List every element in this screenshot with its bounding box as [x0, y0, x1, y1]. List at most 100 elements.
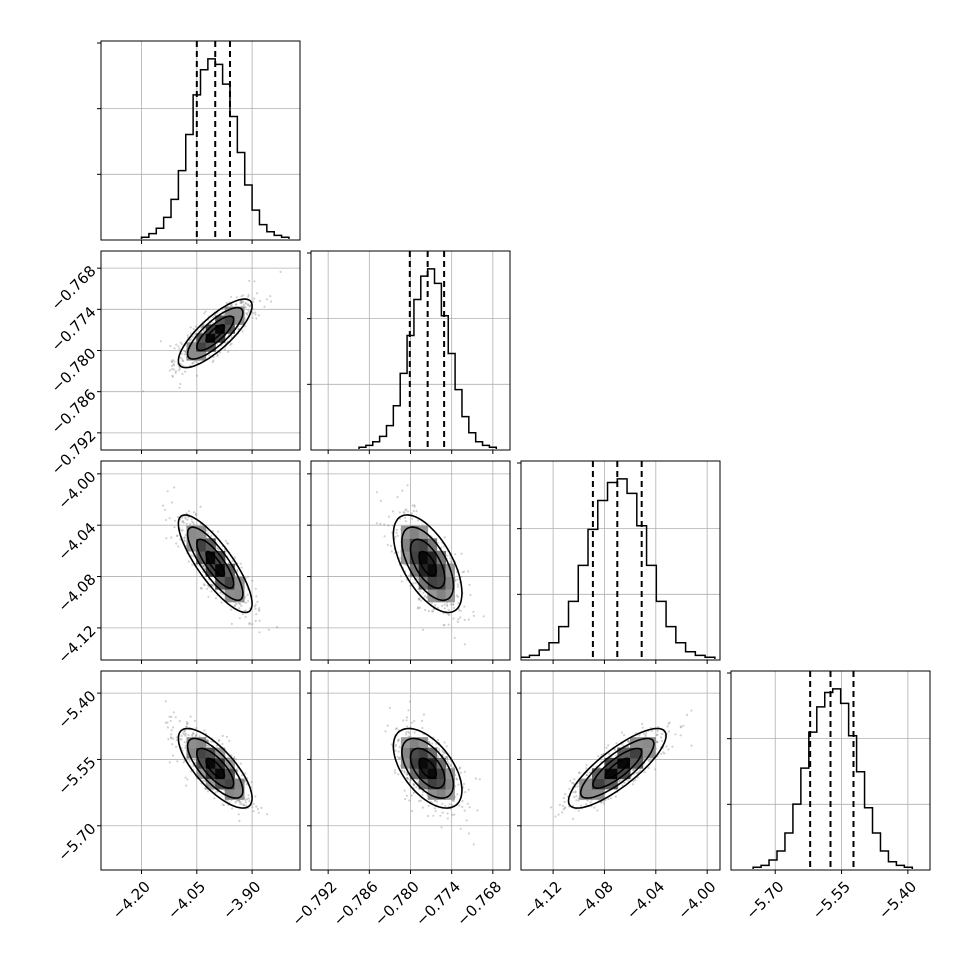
panel-p2-p3-scatter-point — [443, 536, 446, 539]
panel-p1-p3-scatter-point — [175, 542, 178, 545]
panel-p2-p4-scatter-point — [410, 778, 413, 781]
panel-p3-p4-scatter-point — [655, 740, 658, 743]
panel-p1-p4-scatter-point — [187, 734, 190, 737]
x-tick-label: −0.774 — [412, 878, 464, 930]
panel-p1-p4-scatter-point — [184, 746, 187, 750]
panel-p1-p4-scatter-point — [256, 808, 260, 811]
panel-p3-p4 — [517, 670, 721, 874]
panel-p1-p2-scatter-point — [263, 305, 266, 308]
panel-p1-p4-scatter-point — [210, 740, 213, 743]
panel-p3-p4-density-cell — [642, 747, 656, 759]
panel-p1-p4-density-cell — [205, 757, 216, 769]
panel-p1-p3-scatter-point — [258, 609, 261, 612]
panel-p1-p3-scatter-point — [258, 619, 261, 622]
panel-p1-p3-scatter-point — [182, 521, 185, 524]
panel-p3-p4-scatter-point — [571, 781, 574, 785]
panel-p1-p4-scatter-point — [237, 813, 240, 816]
panel-p2-p4-scatter-point — [408, 781, 411, 784]
panel-p1-p3-scatter-point — [234, 556, 237, 559]
panel-p2-p3-scatter-point — [424, 608, 427, 612]
x-tick-label: −5.70 — [742, 878, 787, 923]
panel-p1-p4-scatter-point — [191, 733, 194, 737]
panel-p1-p4-density-cell — [215, 757, 226, 769]
panel-p1-p4-scatter-point — [178, 720, 181, 723]
panel-p2-p4-scatter-point — [406, 777, 409, 780]
panel-p3-p4-scatter-point — [645, 731, 648, 734]
panel-p1-p3-scatter-point — [163, 508, 166, 511]
panel-p2-p4-scatter-point — [447, 762, 451, 765]
panel-p1-p3-scatter-point — [254, 607, 257, 610]
panel-p2-p4-scatter-point — [433, 807, 437, 810]
panel-p2-p4-scatter-point — [455, 777, 458, 780]
panel-p1-p4-contour — [205, 757, 226, 779]
panel-p1-p4-scatter-point — [266, 813, 269, 816]
panel-p3-p4-scatter-point — [561, 804, 565, 808]
panel-p1-p3-scatter-point — [217, 530, 220, 533]
panel-p1-p2-scatter-point — [269, 295, 272, 298]
panel-p1-p2-scatter-point — [270, 300, 273, 303]
panel-p1-p4 — [97, 670, 301, 874]
panel-p1-p4-scatter-point — [221, 803, 224, 806]
y-tick-label: −5.70 — [54, 820, 99, 865]
panel-p1-p4-scatter-point — [170, 737, 173, 740]
panel-p1-p2-scatter-point — [244, 302, 247, 305]
panel-p1-p4-scatter-point — [169, 719, 172, 723]
panel-p1-p3-scatter-point — [165, 537, 168, 540]
panel-p1-p3-scatter-point — [258, 631, 261, 634]
panel-p2-p3-scatter-point — [447, 608, 450, 612]
panel-p2-p4-scatter-point — [403, 789, 406, 792]
panel-p3-p4-scatter-point — [578, 771, 581, 774]
panel-p2-p3-scatter-point — [391, 510, 395, 513]
panel-p1-p3-scatter-point — [173, 519, 177, 522]
panel-p2-p4-scatter-point — [474, 777, 478, 780]
panel-p1-p3-scatter-point — [190, 554, 193, 557]
panel-p1-p2-scatter-point — [191, 335, 194, 338]
panel-p1-p4-density-cell — [215, 778, 226, 790]
panel-p1-p4-scatter-point — [174, 716, 177, 719]
panel-p1-p2-scatter-point — [255, 317, 258, 320]
panel-p1-p4-scatter-point — [172, 726, 175, 729]
panel-p2-p3-scatter-point — [443, 603, 446, 606]
panel-p2-p4-scatter-point — [468, 806, 471, 809]
panel-p1-p2-scatter-point — [239, 301, 242, 304]
panel-p2-p4-scatter-point — [467, 788, 470, 791]
panel-p1-p4-scatter-point — [175, 736, 178, 739]
panel-p2-p3-scatter-point — [418, 598, 421, 601]
panel-p2-p4-scatter-point — [386, 724, 389, 727]
panel-p1-p2-scatter-point — [256, 292, 259, 295]
panel-p2-p4-scatter-point — [393, 769, 396, 772]
panel-p1-p3-scatter-point — [251, 623, 254, 626]
panel-p1-p2-scatter-point — [229, 304, 232, 307]
panel-p2-p4-scatter-point — [438, 748, 441, 751]
panel-p1-p4-scatter-point — [169, 736, 173, 739]
panel-p2-p3-scatter-point — [383, 535, 386, 538]
panel-p3-p4-scatter-point — [607, 797, 610, 801]
panel-p2-p4-scatter-point — [421, 726, 424, 730]
panel-p1-p2-scatter-point — [219, 351, 222, 354]
panel-p3-p4-scatter-point — [656, 740, 659, 743]
panel-p3-p4-scatter-point — [690, 709, 693, 712]
panel-p2-p3-density-cell — [427, 576, 438, 590]
panel-p2-p4-scatter-point — [453, 813, 456, 816]
panel-p2-p4-scatter-point — [425, 789, 429, 792]
panel-p1-p3-scatter-point — [184, 517, 187, 520]
panel-p1-p3-scatter-point — [255, 613, 258, 616]
panel-p1-p2-scatter-point — [252, 300, 255, 303]
panel-p1-p4-scatter-point — [221, 742, 224, 746]
panel-p2-p4-scatter-point — [451, 813, 454, 817]
panel-p1-p4-scatter-point — [240, 774, 244, 777]
panel-p1-p4-scatter-point — [243, 804, 246, 807]
panel-p1-p4-scatter-point — [171, 743, 174, 746]
panel-p1-p2-scatter-point — [246, 312, 249, 315]
panel-p1-p3-scatter-point — [202, 564, 205, 567]
panel-p2-p3-density-cell — [418, 576, 429, 590]
panel-p2-p3-scatter-point — [405, 508, 408, 511]
panel-p1-p3-scatter-point — [187, 510, 190, 513]
panel-p1-p4-scatter-point — [192, 732, 195, 735]
panel-p2-p3-scatter-point — [459, 616, 462, 619]
panel-p1-p2-scatter-point — [174, 371, 177, 375]
panel-p1-p2-scatter-point — [195, 374, 199, 377]
panel-p2-p4-scatter-point — [434, 809, 437, 813]
panel-p1-p3-scatter-point — [166, 490, 169, 493]
panel-p3-p4-scatter-point — [564, 793, 567, 796]
